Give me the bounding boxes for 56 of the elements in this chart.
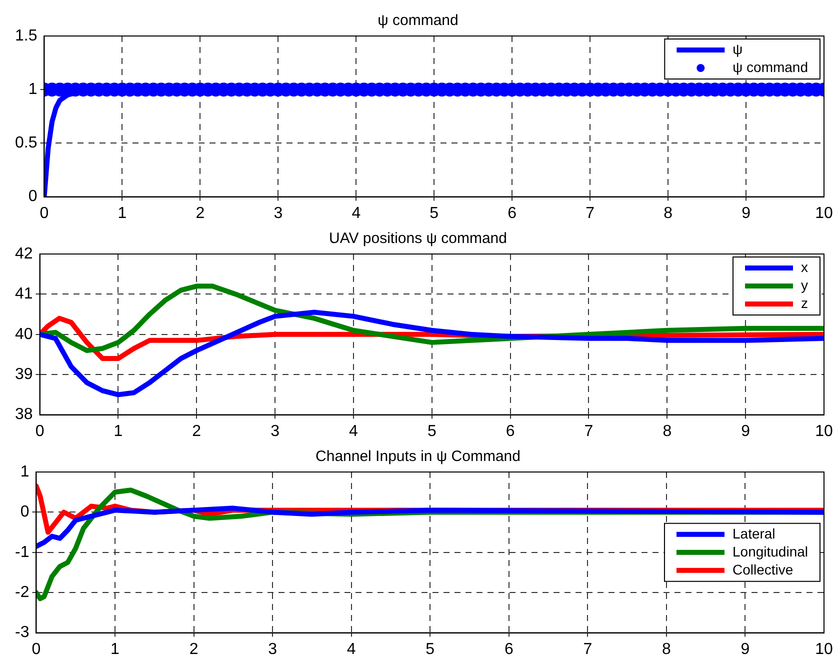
x-tick-label: 6 bbox=[508, 204, 517, 222]
x-tick-label: 9 bbox=[740, 640, 750, 658]
x-tick-label: 4 bbox=[352, 204, 361, 222]
x-tick-label: 2 bbox=[196, 204, 205, 222]
y-tick-label: 1.5 bbox=[14, 27, 38, 44]
legend-label: ψ command bbox=[732, 58, 808, 75]
x-tick-label: 8 bbox=[662, 422, 672, 440]
y-tick-label: 1 bbox=[28, 81, 38, 98]
x-tick-label: 1 bbox=[114, 422, 123, 440]
x-tick-label: 10 bbox=[815, 640, 833, 658]
x-tick-label: 3 bbox=[268, 640, 278, 658]
y-tick-label: 0 bbox=[28, 188, 38, 206]
legend-label: Lateral bbox=[732, 525, 776, 542]
y-tick-label: 42 bbox=[15, 245, 33, 262]
legend-label: Longitudinal bbox=[732, 543, 808, 560]
chart-title: Channel Inputs in ψ Command bbox=[316, 448, 520, 466]
x-tick-label: 4 bbox=[346, 640, 356, 658]
x-tick-label: 5 bbox=[427, 422, 436, 440]
y-tick-label: -2 bbox=[14, 584, 30, 602]
y-tick-label: 38 bbox=[15, 406, 33, 424]
y-tick-label: 0.5 bbox=[14, 134, 38, 152]
y-tick-label: -1 bbox=[14, 544, 30, 561]
x-tick-label: 6 bbox=[506, 422, 515, 440]
x-tick-label: 9 bbox=[741, 422, 750, 440]
chart-title: ψ command bbox=[378, 12, 458, 30]
legend-label: Collective bbox=[732, 561, 794, 578]
y-tick-label: 41 bbox=[15, 286, 33, 303]
y-tick-label: 40 bbox=[15, 326, 33, 343]
chart-title: UAV positions ψ command bbox=[329, 230, 507, 248]
x-tick-label: 1 bbox=[110, 640, 120, 658]
y-tick-label: 1 bbox=[20, 463, 30, 480]
legend-label: ψ bbox=[732, 40, 743, 57]
x-tick-label: 9 bbox=[742, 204, 751, 222]
y-tick-label: 0 bbox=[20, 504, 30, 521]
x-tick-label: 7 bbox=[584, 422, 594, 440]
x-tick-label: 7 bbox=[586, 204, 595, 222]
x-tick-label: 3 bbox=[270, 422, 280, 440]
y-tick-label: -3 bbox=[14, 624, 30, 642]
legend-label: x bbox=[801, 258, 808, 275]
x-tick-label: 1 bbox=[118, 204, 127, 222]
x-tick-label: 2 bbox=[189, 640, 198, 658]
x-tick-label: 2 bbox=[192, 422, 202, 440]
y-tick-label: 39 bbox=[15, 366, 33, 384]
legend-label: y bbox=[801, 276, 808, 293]
x-tick-label: 8 bbox=[662, 640, 671, 658]
x-tick-label: 7 bbox=[583, 640, 592, 658]
legend-label: z bbox=[801, 294, 808, 311]
x-tick-label: 4 bbox=[349, 422, 358, 440]
x-tick-label: 10 bbox=[815, 422, 833, 440]
x-tick-label: 0 bbox=[40, 204, 49, 222]
x-tick-label: 5 bbox=[426, 640, 435, 658]
x-tick-label: 10 bbox=[815, 204, 833, 222]
x-tick-label: 6 bbox=[504, 640, 514, 658]
x-tick-label: 8 bbox=[664, 204, 673, 222]
x-tick-label: 5 bbox=[430, 204, 439, 222]
x-tick-label: 3 bbox=[274, 204, 283, 222]
